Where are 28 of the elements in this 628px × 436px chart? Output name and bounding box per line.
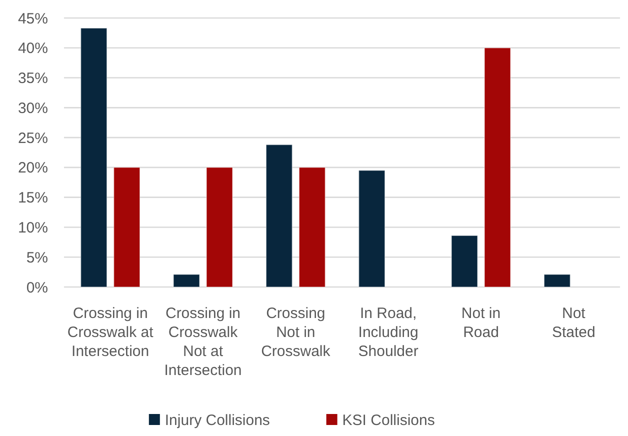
legend-label: KSI Collisions bbox=[342, 412, 435, 429]
bar bbox=[80, 28, 108, 288]
y-tick-label: 45% bbox=[18, 10, 48, 28]
y-tick-label: 40% bbox=[18, 40, 48, 58]
legend-label: Injury Collisions bbox=[164, 412, 270, 429]
bar bbox=[358, 170, 386, 288]
x-tick-label: Crossing Not in Crosswalk bbox=[261, 305, 331, 360]
x-tick-label: Not in Road bbox=[461, 305, 501, 341]
x-tick-label: In Road, Including Shoulder bbox=[358, 305, 418, 360]
y-tick-label: 25% bbox=[18, 130, 48, 147]
bar bbox=[113, 167, 140, 288]
bar bbox=[451, 235, 478, 288]
bar bbox=[298, 167, 326, 288]
bar bbox=[544, 274, 571, 288]
y-tick-label: 0% bbox=[26, 279, 48, 296]
x-tick-label: Crossing in Crosswalk at Intersection bbox=[67, 305, 154, 360]
bar bbox=[266, 144, 293, 288]
bar bbox=[173, 274, 200, 288]
bar bbox=[206, 167, 233, 288]
y-tick-label: 20% bbox=[18, 160, 48, 177]
x-tick-label: Not Stated bbox=[552, 305, 596, 341]
y-tick-label: 30% bbox=[18, 100, 48, 117]
x-tick-label: Crossing in Crosswalk Not at Intersection bbox=[164, 305, 242, 379]
bar bbox=[484, 47, 511, 288]
y-tick-label: 35% bbox=[18, 70, 48, 88]
y-tick-label: 15% bbox=[18, 190, 48, 207]
y-tick-label: 10% bbox=[18, 219, 48, 236]
y-tick-label: 5% bbox=[26, 249, 48, 266]
